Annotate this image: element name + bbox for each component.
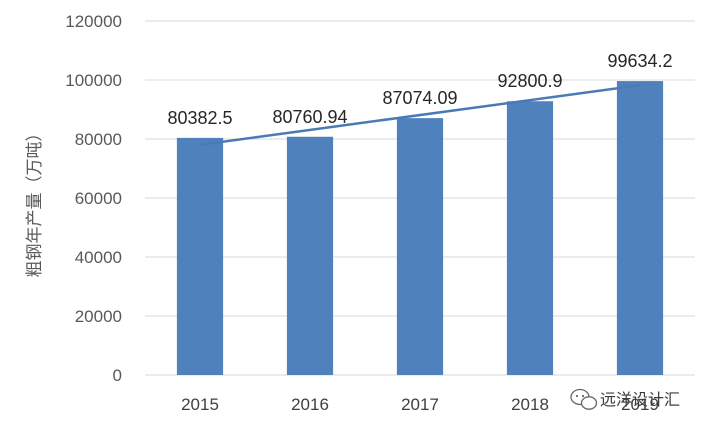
data-labels: 80382.5 80760.94 87074.09 92800.9 99634.2	[167, 51, 672, 128]
y-axis-label: 粗钢年产量（万吨）	[25, 125, 45, 278]
data-label: 80760.94	[272, 107, 347, 127]
bar-2019	[616, 81, 664, 376]
y-tick-label: 80000	[75, 130, 122, 149]
x-tick-label: 2015	[181, 395, 219, 414]
bar-2018	[506, 101, 554, 376]
data-label: 99634.2	[607, 51, 672, 71]
watermark-text: 远洋设计汇	[600, 390, 680, 409]
y-tick-label: 20000	[75, 307, 122, 326]
watermark: 远洋设计汇	[570, 388, 680, 410]
data-label: 87074.09	[382, 88, 457, 108]
y-tick-label: 60000	[75, 189, 122, 208]
wechat-icon	[570, 388, 598, 410]
trendline	[199, 83, 641, 147]
data-label: 92800.9	[497, 71, 562, 91]
x-tick-label: 2016	[291, 395, 329, 414]
y-axis-ticks: 0 20000 40000 60000 80000 100000 120000	[65, 12, 122, 385]
y-tick-label: 100000	[65, 71, 122, 90]
bars	[176, 81, 664, 376]
x-tick-label: 2018	[511, 395, 549, 414]
y-tick-label: 0	[113, 366, 122, 385]
y-tick-label: 120000	[65, 12, 122, 31]
x-axis-ticks: 2015 2016 2017 2018 2019	[181, 395, 659, 414]
x-tick-label: 2017	[401, 395, 439, 414]
x-tick-label: 2019	[621, 395, 659, 414]
bar-2015	[176, 137, 224, 375]
data-label: 80382.5	[167, 108, 232, 128]
bar-2016	[286, 136, 334, 375]
bar-2017	[396, 118, 444, 375]
y-tick-label: 40000	[75, 248, 122, 267]
